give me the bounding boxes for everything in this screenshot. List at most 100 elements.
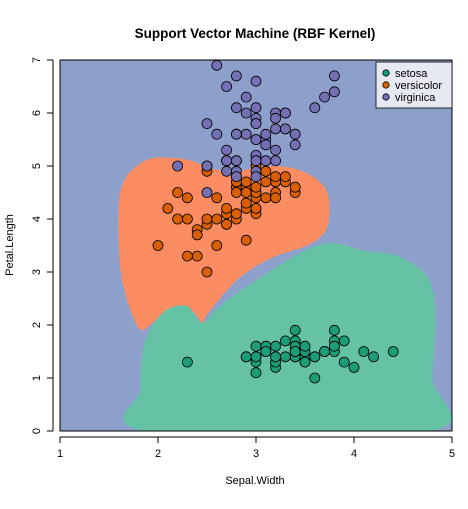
point-virginica	[250, 75, 262, 87]
point-setosa	[289, 346, 301, 357]
point-versicolor	[240, 176, 252, 188]
point-setosa	[289, 324, 301, 336]
point-setosa	[358, 346, 370, 357]
point-versicolor	[230, 187, 242, 198]
point-virginica	[250, 102, 262, 114]
point-setosa	[270, 340, 282, 352]
point-virginica	[250, 155, 262, 167]
point-virginica	[201, 118, 213, 129]
point-setosa	[279, 335, 291, 347]
point-versicolor	[221, 202, 233, 214]
point-versicolor	[240, 187, 252, 198]
point-versicolor	[162, 202, 174, 214]
point-virginica	[230, 155, 242, 167]
point-setosa	[309, 351, 321, 363]
legend-label-virginica: virginica	[395, 92, 436, 104]
y-tick-label: 1	[31, 375, 43, 381]
point-setosa	[279, 351, 291, 363]
x-tick-label: 1	[57, 448, 63, 460]
point-setosa	[348, 361, 360, 373]
point-virginica	[328, 70, 340, 82]
point-setosa	[299, 356, 311, 368]
series-virginica	[172, 60, 340, 198]
point-versicolor	[260, 192, 272, 204]
point-setosa	[338, 356, 350, 368]
point-virginica	[211, 128, 223, 140]
point-virginica	[230, 102, 242, 114]
point-setosa	[250, 351, 262, 363]
series-versicolor	[152, 155, 301, 278]
point-versicolor	[270, 192, 282, 204]
legend-marker-versicolor	[382, 81, 390, 89]
legend-marker-virginica	[382, 93, 390, 101]
point-versicolor	[250, 202, 262, 214]
point-virginica	[240, 128, 252, 140]
point-versicolor	[221, 218, 233, 230]
point-virginica	[221, 144, 233, 156]
point-versicolor	[250, 181, 262, 193]
point-virginica	[279, 123, 291, 135]
point-virginica	[260, 155, 272, 167]
point-virginica	[230, 70, 242, 82]
point-setosa	[387, 346, 399, 357]
series-setosa	[181, 324, 399, 384]
point-versicolor	[240, 234, 252, 246]
y-tick-label: 0	[31, 428, 43, 434]
point-virginica	[250, 134, 262, 145]
point-virginica	[211, 60, 223, 71]
point-versicolor	[289, 181, 301, 193]
plot-frame	[59, 59, 453, 432]
legend-label-versicolor: versicolor	[395, 80, 442, 92]
point-versicolor	[211, 240, 223, 251]
point-versicolor	[260, 165, 272, 177]
point-virginica	[270, 155, 282, 167]
point-versicolor	[201, 213, 213, 225]
point-versicolor	[181, 192, 193, 204]
point-virginica	[221, 81, 233, 92]
point-virginica	[201, 187, 213, 198]
point-versicolor	[230, 208, 242, 220]
point-versicolor	[240, 197, 252, 209]
point-setosa	[299, 340, 311, 352]
y-tick-label: 2	[31, 322, 43, 328]
point-virginica	[260, 139, 272, 151]
point-virginica	[221, 155, 233, 167]
point-setosa	[260, 346, 272, 357]
x-axis-label: Sepal.Width	[225, 475, 284, 487]
point-virginica	[172, 160, 184, 172]
y-tick-label: 3	[31, 269, 43, 275]
data-points	[152, 60, 399, 384]
point-setosa	[328, 324, 340, 336]
x-tick-label: 3	[253, 448, 259, 460]
point-setosa	[270, 351, 282, 363]
point-versicolor	[172, 187, 184, 198]
axes: 1 2 3 4 5 0 1 2 3 4 5 6 7	[31, 57, 455, 460]
point-virginica	[270, 144, 282, 156]
point-versicolor	[211, 192, 223, 204]
y-axis-label: Petal.Length	[4, 214, 16, 276]
point-virginica	[230, 171, 242, 183]
y-tick-label: 5	[31, 163, 43, 169]
point-versicolor	[191, 229, 203, 241]
point-versicolor	[260, 176, 272, 188]
point-virginica	[250, 171, 262, 183]
point-setosa	[250, 367, 262, 379]
point-setosa	[181, 356, 193, 368]
point-virginica	[319, 91, 331, 103]
point-virginica	[201, 160, 213, 172]
point-versicolor	[211, 213, 223, 225]
point-versicolor	[279, 171, 291, 183]
legend-label-setosa: setosa	[395, 68, 428, 80]
point-setosa	[328, 340, 340, 352]
x-tick-label: 5	[449, 448, 455, 460]
point-virginica	[279, 107, 291, 119]
point-virginica	[230, 128, 242, 140]
point-setosa	[250, 340, 262, 352]
point-virginica	[260, 128, 272, 140]
point-versicolor	[181, 250, 193, 262]
y-tick-label: 6	[31, 110, 43, 116]
point-virginica	[289, 139, 301, 151]
